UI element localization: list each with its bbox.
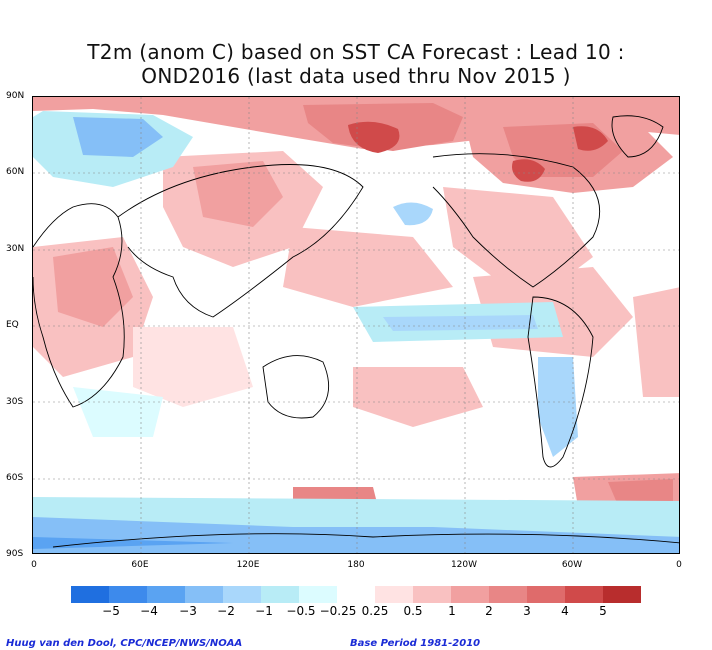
map-title-line1: T2m (anom C) based on SST CA Forecast : … (87, 40, 625, 64)
antarctica-outline (52, 533, 679, 548)
lat-label-60n: 60N (6, 167, 25, 177)
antarctic-cool-deep (33, 537, 233, 549)
map-title-line2: OND2016 (last data used thru Nov 2015 ) (141, 64, 571, 88)
asia-outline (117, 164, 364, 318)
legend-label-8: 0.25 (361, 604, 389, 618)
equatorial-pacific-cool-core (383, 315, 538, 331)
anomaly-map-svg (33, 97, 679, 553)
lon-label-60e: 60E (131, 560, 149, 570)
warm-anomaly-regions (33, 97, 679, 537)
legend-swatch-6 (261, 586, 299, 603)
south-indian-cool (73, 387, 163, 437)
greenland-outline (611, 115, 664, 158)
indian-ocean-warm (133, 327, 253, 407)
europe-africa-outline (33, 203, 125, 408)
africa-warm (633, 287, 679, 397)
continent-outlines (33, 115, 679, 548)
legend-swatch-2 (109, 586, 147, 603)
north-pacific-warm (283, 227, 453, 307)
credit-base-period: Base Period 1981-2010 (350, 638, 481, 649)
lat-label-30s: 30S (6, 397, 24, 407)
legend-label-13: 4 (561, 604, 569, 618)
legend-label-3: −3 (179, 604, 197, 618)
lat-label-90n: 90N (6, 91, 25, 101)
east-asia-warm (443, 187, 593, 287)
north-atlantic-cool-core (73, 117, 163, 157)
north-america-outline (432, 153, 601, 288)
legend-label-4: −2 (217, 604, 235, 618)
legend-swatch-9 (375, 586, 413, 603)
cool-anomaly-regions (33, 111, 679, 553)
north-america-warm-core (193, 161, 283, 227)
lat-label-30n: 30N (6, 244, 25, 254)
legend-label-12: 3 (523, 604, 531, 618)
legend-label-10: 1 (448, 604, 456, 618)
south-pacific-warm (353, 367, 483, 427)
legend-swatch-8 (337, 586, 375, 603)
lon-label-180: 180 (347, 560, 365, 570)
legend-swatch-7 (299, 586, 337, 603)
legend-label-11: 2 (485, 604, 493, 618)
lat-label-90s: 90S (6, 549, 24, 559)
north-pacific-cool (393, 202, 433, 226)
legend-swatch-4 (185, 586, 223, 603)
legend-label-5: −1 (255, 604, 273, 618)
legend-swatch-3 (147, 586, 185, 603)
legend-swatch-14 (565, 586, 603, 603)
lon-label-0: 0 (31, 560, 37, 570)
legend-swatch-10 (413, 586, 451, 603)
arctic-hot-spot (348, 121, 400, 153)
legend-label-9: 0.5 (403, 604, 423, 618)
siberia-hot-spot-2 (573, 126, 608, 151)
lon-label-120e: 120E (236, 560, 260, 570)
legend-swatch-12 (489, 586, 527, 603)
credit-author: Huug van den Dool, CPC/NCEP/NWS/NOAA (6, 638, 243, 649)
lon-label-60w: 60W (561, 560, 583, 570)
south-america-outline (527, 296, 594, 468)
lat-label-eq: EQ (6, 320, 19, 330)
legend-swatch-1 (71, 586, 109, 603)
legend-swatch-11 (451, 586, 489, 603)
legend-swatch-5 (223, 586, 261, 603)
graticule (33, 97, 679, 553)
legend-label-7: −0.25 (319, 604, 357, 618)
legend-swatch-15 (603, 586, 641, 603)
lon-label-0-end: 0 (676, 560, 682, 570)
legend-label-6: −0.5 (286, 604, 316, 618)
legend-label-1: −5 (102, 604, 120, 618)
atlantic-warm-core (53, 247, 133, 327)
lon-label-120w: 120W (450, 560, 478, 570)
legend-swatch-13 (527, 586, 565, 603)
australia-outline (262, 355, 330, 419)
lat-label-60s: 60S (6, 473, 24, 483)
siberia-hot-spot (512, 159, 545, 182)
anomaly-map (32, 96, 680, 554)
legend-label-14: 5 (599, 604, 607, 618)
south-america-cool (538, 357, 578, 457)
legend-label-2: −4 (140, 604, 158, 618)
